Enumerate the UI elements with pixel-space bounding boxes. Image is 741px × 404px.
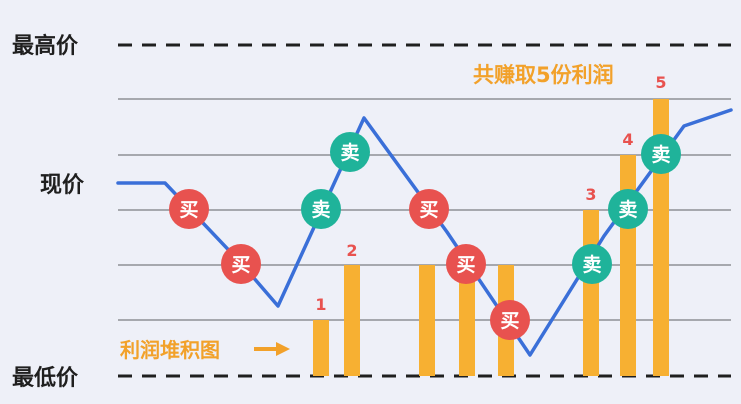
buy-marker: 买 xyxy=(221,244,261,284)
sell-marker: 卖 xyxy=(330,132,370,172)
bar-number: 2 xyxy=(346,241,357,260)
total-profit-annotation: 共赚取5份利润 xyxy=(473,63,614,87)
sell-marker: 卖 xyxy=(608,189,648,229)
bar-number: 1 xyxy=(315,295,326,314)
bar-numbers: 1 2 3 4 5 xyxy=(315,73,666,314)
svg-text:卖: 卖 xyxy=(651,144,670,166)
svg-text:买: 买 xyxy=(500,310,519,332)
bar-number: 5 xyxy=(655,73,666,92)
buy-marker: 买 xyxy=(490,300,530,340)
profit-bar xyxy=(583,210,599,376)
profit-pile-label: 利润堆积图 xyxy=(120,338,220,362)
buy-markers: 买 买 买 买 买 xyxy=(169,189,530,340)
bar-number: 3 xyxy=(585,185,596,204)
bar-number: 4 xyxy=(622,130,633,149)
profit-bar xyxy=(344,265,360,376)
svg-text:卖: 卖 xyxy=(618,199,637,221)
profit-bar xyxy=(419,265,435,376)
svg-text:买: 买 xyxy=(179,199,198,221)
sell-marker: 卖 xyxy=(572,244,612,284)
profit-bar xyxy=(459,265,475,376)
svg-text:卖: 卖 xyxy=(582,254,601,276)
current-price-label: 现价 xyxy=(40,173,85,198)
buy-marker: 买 xyxy=(169,189,209,229)
buy-marker: 买 xyxy=(446,244,486,284)
sell-markers: 卖 卖 卖 卖 卖 xyxy=(301,132,681,284)
svg-text:买: 买 xyxy=(231,254,250,276)
sell-marker: 卖 xyxy=(641,134,681,174)
buy-marker: 买 xyxy=(409,189,449,229)
svg-text:买: 买 xyxy=(419,199,438,221)
profit-bars xyxy=(313,99,669,376)
profit-bar xyxy=(313,320,329,376)
profit-bar xyxy=(620,155,636,376)
svg-text:卖: 卖 xyxy=(340,142,359,164)
svg-text:卖: 卖 xyxy=(311,199,330,221)
arrow-right-icon xyxy=(254,342,290,356)
highest-price-label: 最高价 xyxy=(12,33,79,59)
lowest-price-label: 最低价 xyxy=(12,366,79,391)
svg-text:买: 买 xyxy=(456,254,475,276)
sell-marker: 卖 xyxy=(301,189,341,229)
